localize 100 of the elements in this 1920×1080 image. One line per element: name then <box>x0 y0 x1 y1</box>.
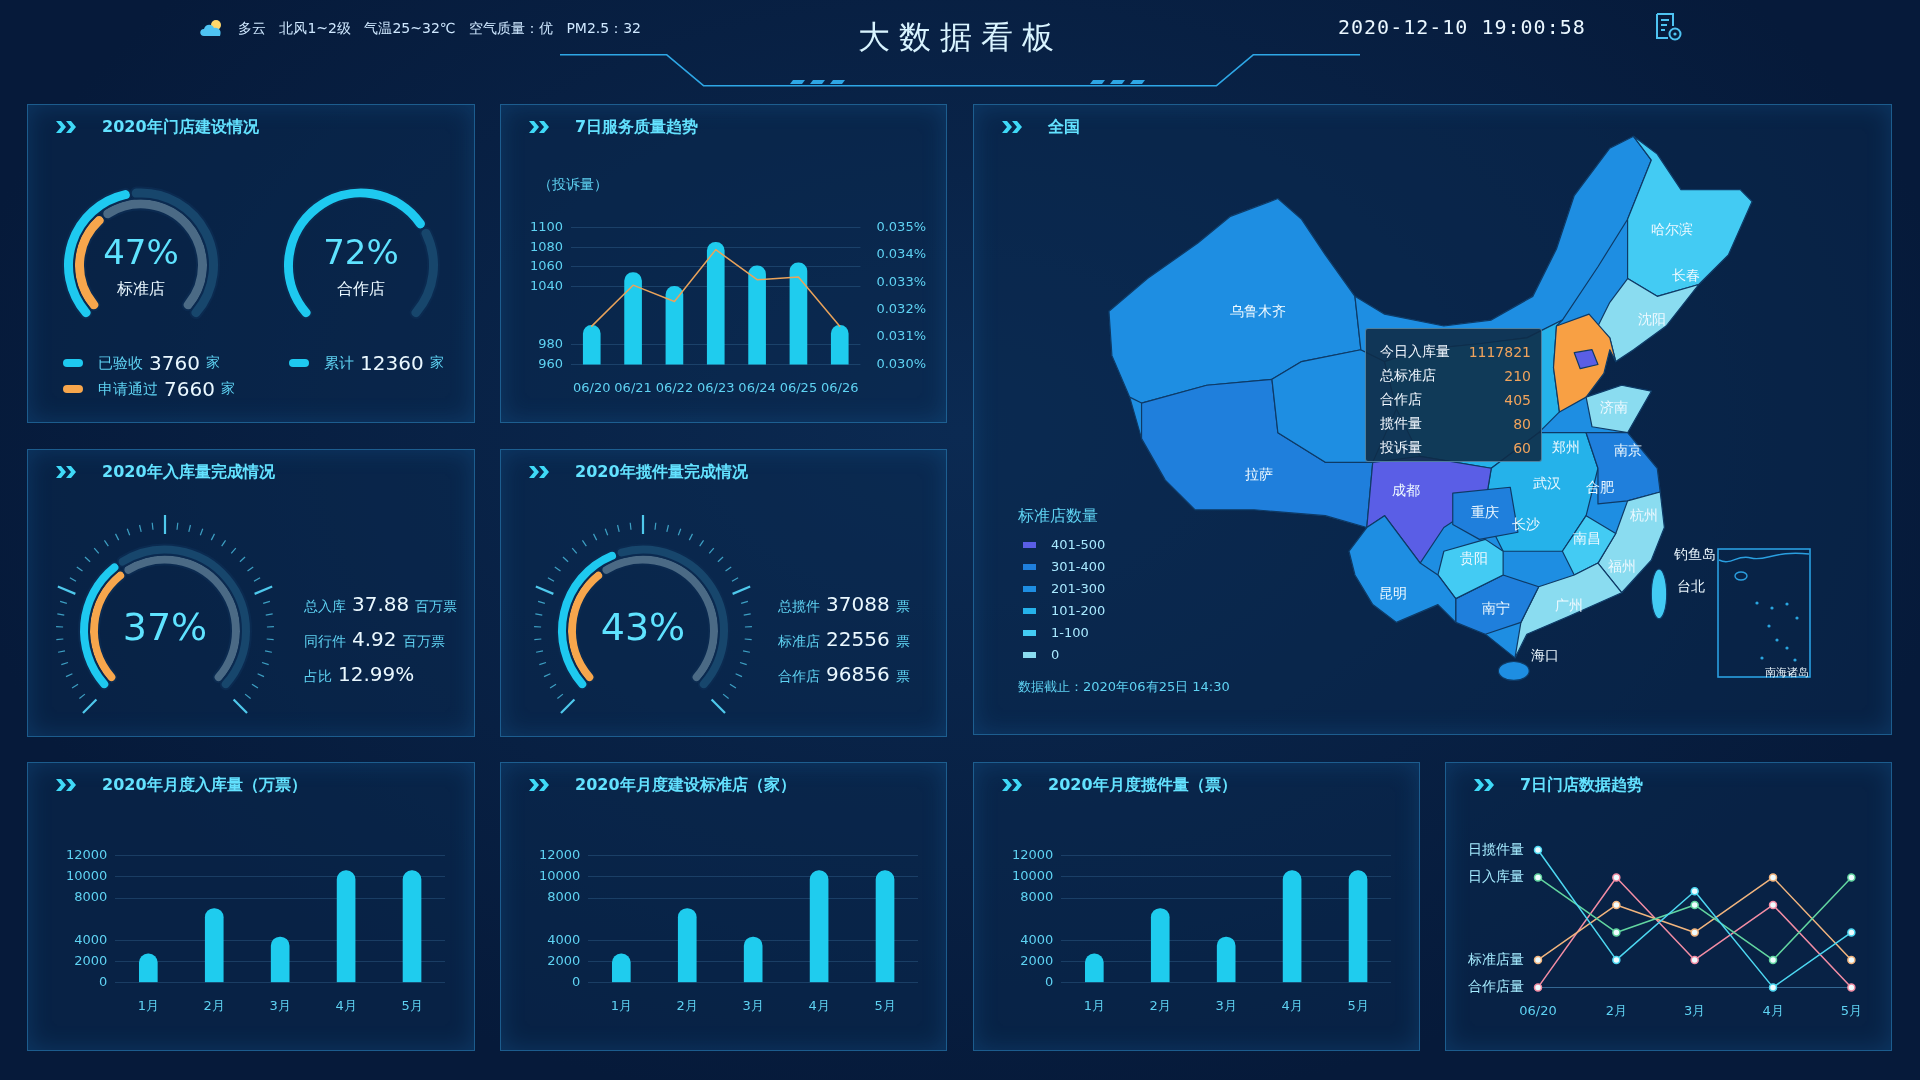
y-tick-label: 2000 <box>74 952 108 968</box>
point <box>1768 955 1778 965</box>
text: 成都 <box>1391 481 1420 498</box>
y-tick-label: 4000 <box>74 931 108 947</box>
x-tick-label: 06/20 <box>573 379 611 395</box>
text: 合肥 <box>1585 479 1614 496</box>
x-tick-label: 4月 <box>808 997 830 1013</box>
text: 海口 <box>1531 647 1560 664</box>
x-tick-label: 06/24 <box>738 379 776 395</box>
data-label: 37% <box>122 605 208 650</box>
text: 总揽件 37088 票 <box>778 592 910 616</box>
bar <box>1216 936 1236 983</box>
category-label: 101-200 <box>1051 602 1106 619</box>
chart-title: 2020年月度揽件量（票） <box>1048 774 1237 795</box>
text: 12360 家 <box>360 351 444 375</box>
bar <box>1348 870 1368 983</box>
text: 2020-12-10 19:00:58 <box>1338 14 1586 39</box>
text: 钓鱼岛 <box>1673 545 1716 562</box>
x-tick-label: 06/25 <box>779 379 818 395</box>
y-tick-label: 1060 <box>529 258 564 274</box>
text: 全国 <box>1048 116 1080 137</box>
y-tick-label: 8000 <box>74 889 108 905</box>
x-tick-label: 5月 <box>1840 1002 1863 1018</box>
y2-tick-label: 0.033% <box>876 273 927 289</box>
chart-title: 2020年入库量完成情况 <box>102 461 275 482</box>
text: 哈尔滨 <box>1650 221 1693 238</box>
y-tick-label: 2000 <box>1020 952 1054 968</box>
text: 郑州 <box>1552 438 1581 456</box>
category-label: 301-400 <box>1051 558 1106 575</box>
text: 南海诸岛 <box>1764 665 1809 680</box>
x-tick-label: 3月 <box>742 997 764 1013</box>
x-tick-label: 06/20 <box>1519 1002 1557 1018</box>
x-tick-label: 1月 <box>610 997 632 1013</box>
y-tick-label: 0 <box>99 973 108 989</box>
point <box>1612 928 1621 937</box>
x-tick-label: 3月 <box>1215 997 1237 1013</box>
x-tick-label: 06/21 <box>614 379 652 395</box>
legend-label: 已验收 <box>98 353 143 373</box>
x-tick-label: 4月 <box>1762 1002 1784 1018</box>
x-tick-label: 2月 <box>1149 997 1171 1013</box>
bar <box>204 908 224 983</box>
text: 武汉 <box>1532 474 1561 491</box>
y-tick-label: 8000 <box>547 889 581 905</box>
point <box>1690 886 1699 896</box>
point <box>1847 983 1856 992</box>
text: 杭州 <box>1630 507 1659 524</box>
bar <box>677 908 697 983</box>
bar <box>336 870 356 983</box>
text: 拉萨 <box>1244 465 1273 482</box>
category-label: 201-300 <box>1051 580 1106 597</box>
text: 标准店 22556 票 <box>778 627 910 651</box>
series-label: 日揽件量 <box>1468 840 1524 857</box>
y2-tick-label: 0.031% <box>876 328 927 344</box>
bar <box>1282 870 1302 983</box>
chart-title: 2020年门店建设情况 <box>102 116 259 137</box>
chart-title: 2020年月度入库量（万票） <box>102 774 307 795</box>
slice-label: 合作店 <box>337 278 385 298</box>
x-tick-label: 06/22 <box>655 379 694 395</box>
y2-tick-label: 0.032% <box>876 301 927 317</box>
y2-tick-label: 0.034% <box>876 246 927 262</box>
series-label: 合作店量 <box>1468 978 1524 995</box>
text: 南京 <box>1614 441 1643 458</box>
series-label: 标准店量 <box>1467 950 1524 967</box>
chart-title: 7日门店数据趋势 <box>1520 774 1644 795</box>
y-tick-label: 4000 <box>547 931 581 947</box>
text: 福州 <box>1608 557 1637 574</box>
y-tick-label: 960 <box>538 355 564 371</box>
x-tick-label: 1月 <box>1083 997 1105 1013</box>
category-label: 1-100 <box>1051 624 1089 641</box>
y2-tick-label: 0.035% <box>876 219 927 235</box>
bar <box>270 936 290 983</box>
text: 南昌 <box>1572 529 1601 546</box>
text: 总入库 37.88 百万票 <box>304 592 458 616</box>
point <box>1768 900 1778 910</box>
text: 长春 <box>1672 266 1701 284</box>
y-tick-label: 0 <box>1045 973 1054 989</box>
y-tick-label: 10000 <box>1012 868 1054 884</box>
text: 3760 家 <box>149 351 220 375</box>
y-tick-label: 10000 <box>66 868 108 884</box>
x-tick-label: 3月 <box>269 997 291 1013</box>
x-tick-label: 3月 <box>1684 1002 1706 1018</box>
text: 沈阳 <box>1638 311 1667 328</box>
x-tick-label: 2月 <box>203 997 225 1013</box>
text: 数据截止：2020年06有25日 14:30 <box>1018 678 1230 695</box>
y-tick-label: 12000 <box>1012 847 1054 863</box>
y-axis-title: （投诉量） <box>538 175 608 193</box>
series-label: 日入库量 <box>1468 868 1524 885</box>
point <box>1612 900 1621 910</box>
text: 贵阳 <box>1460 550 1489 567</box>
point <box>1533 873 1543 882</box>
point <box>1612 873 1621 882</box>
data-label: 43% <box>600 605 686 650</box>
y2-tick-label: 0.030% <box>876 355 927 371</box>
bar <box>875 870 895 983</box>
point <box>1533 983 1543 992</box>
x-tick-label: 06/23 <box>697 379 735 395</box>
text: 济南 <box>1599 398 1628 415</box>
text: 占比 12.99% <box>304 662 415 686</box>
chart-title: 2020年月度建设标准店（家） <box>575 774 796 795</box>
slice-label: 标准店 <box>116 278 165 298</box>
